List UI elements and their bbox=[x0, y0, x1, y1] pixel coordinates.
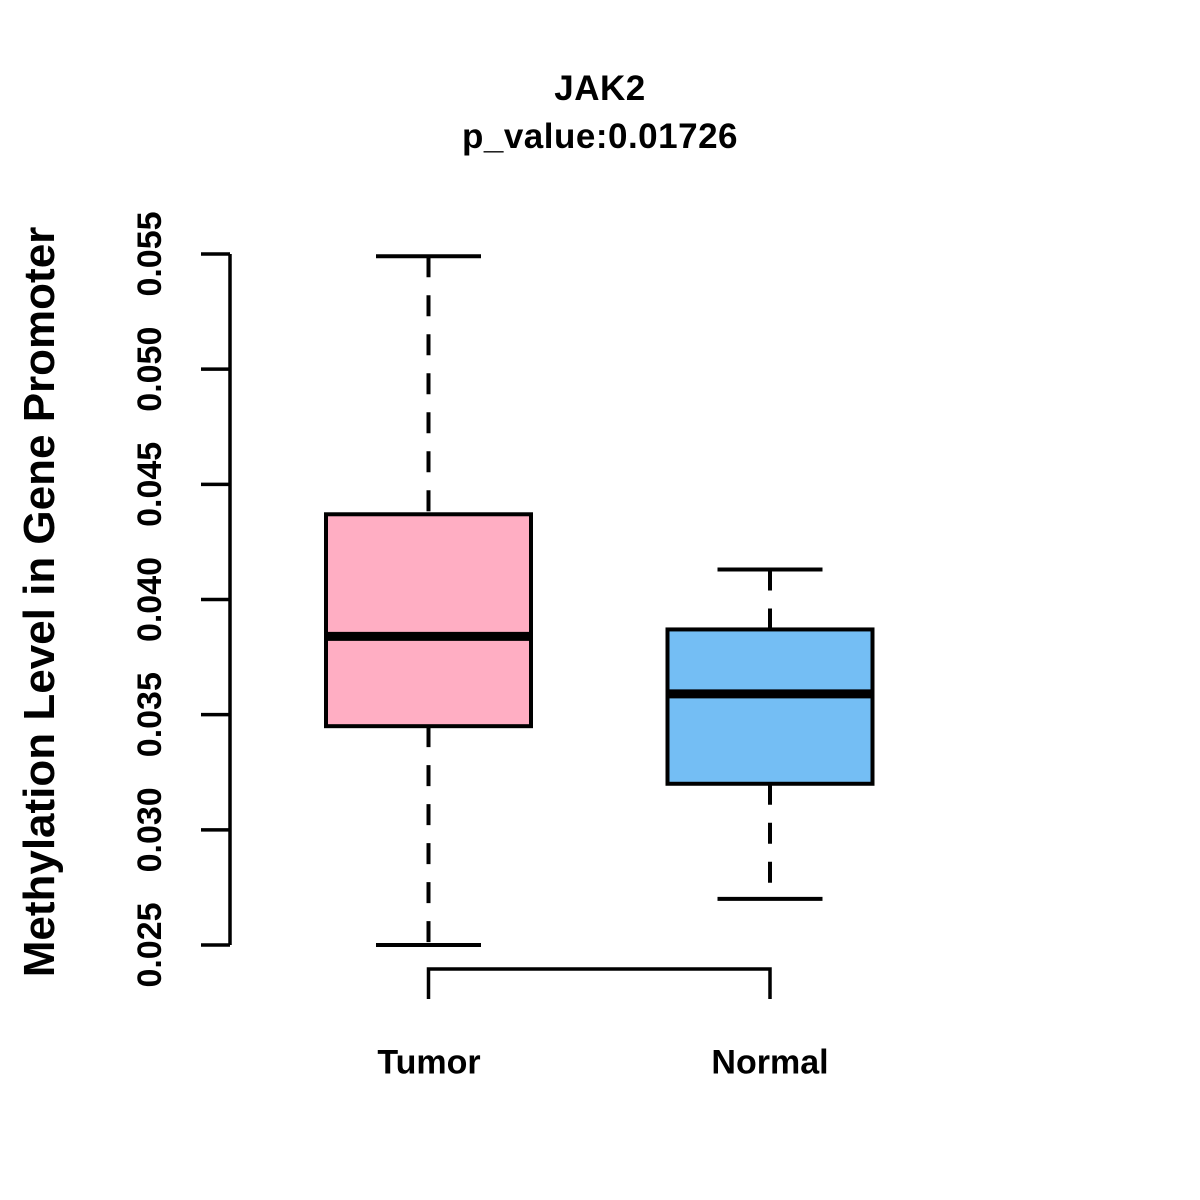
y-tick-label: 0.050 bbox=[131, 327, 169, 412]
y-tick-label: 0.045 bbox=[131, 442, 169, 527]
x-axis bbox=[426, 967, 772, 999]
x-label-normal: Normal bbox=[711, 1043, 829, 1082]
chart-title-block: JAK2 p_value:0.01726 bbox=[0, 65, 1200, 161]
chart-title: JAK2 bbox=[554, 69, 646, 108]
y-tick-label: 0.030 bbox=[131, 787, 169, 872]
chart-subtitle: p_value:0.01726 bbox=[461, 117, 738, 156]
x-label-tumor: Tumor bbox=[377, 1043, 481, 1082]
y-tick-label: 0.040 bbox=[131, 557, 169, 642]
y-tick-label: 0.035 bbox=[131, 672, 169, 757]
y-tick-label: 0.025 bbox=[131, 902, 169, 987]
y-tick-label: 0.055 bbox=[131, 211, 169, 296]
normal-box bbox=[665, 627, 875, 786]
tumor-box bbox=[324, 512, 533, 729]
